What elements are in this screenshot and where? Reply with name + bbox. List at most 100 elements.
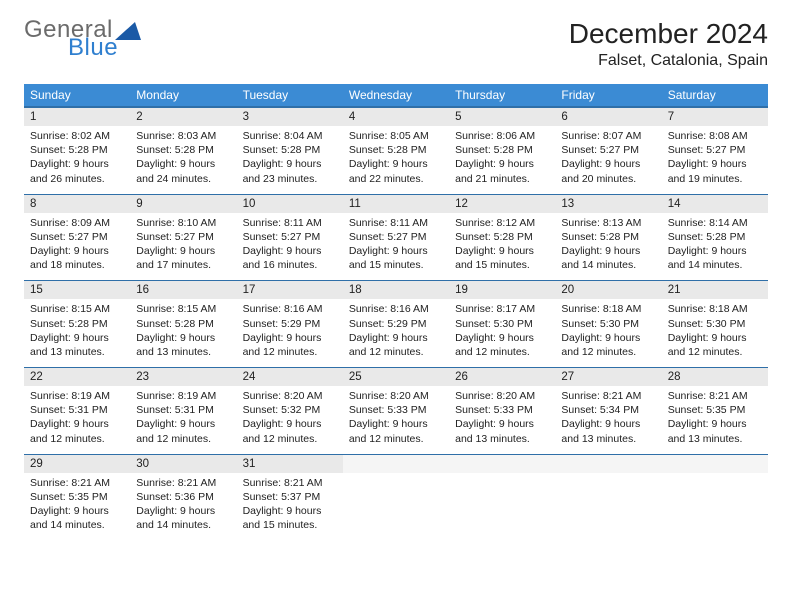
day-number-cell [662,454,768,473]
sunrise-text: Sunrise: 8:20 AM [349,389,443,403]
sunrise-text: Sunrise: 8:12 AM [455,216,549,230]
dayname-sunday: Sunday [24,84,130,107]
sunrise-text: Sunrise: 8:21 AM [30,476,124,490]
day-number-cell: 24 [237,368,343,387]
daylight-text: Daylight: 9 hours and 14 minutes. [136,504,230,532]
day-number-cell: 20 [555,281,661,300]
sunrise-text: Sunrise: 8:19 AM [136,389,230,403]
sunset-text: Sunset: 5:28 PM [561,230,655,244]
day-info-cell: Sunrise: 8:21 AMSunset: 5:35 PMDaylight:… [662,386,768,454]
sunset-text: Sunset: 5:28 PM [349,143,443,157]
day-info-cell [555,473,661,541]
sunset-text: Sunset: 5:28 PM [136,317,230,331]
day-info-cell: Sunrise: 8:15 AMSunset: 5:28 PMDaylight:… [130,299,236,367]
sunrise-text: Sunrise: 8:16 AM [349,302,443,316]
sunrise-text: Sunrise: 8:03 AM [136,129,230,143]
daylight-text: Daylight: 9 hours and 17 minutes. [136,244,230,272]
daylight-text: Daylight: 9 hours and 23 minutes. [243,157,337,185]
daylight-text: Daylight: 9 hours and 13 minutes. [30,331,124,359]
day-info-cell: Sunrise: 8:21 AMSunset: 5:35 PMDaylight:… [24,473,130,541]
day-info-cell: Sunrise: 8:06 AMSunset: 5:28 PMDaylight:… [449,126,555,194]
info-row: Sunrise: 8:09 AMSunset: 5:27 PMDaylight:… [24,213,768,281]
day-number-cell: 18 [343,281,449,300]
daylight-text: Daylight: 9 hours and 15 minutes. [455,244,549,272]
daylight-text: Daylight: 9 hours and 14 minutes. [668,244,762,272]
day-number-cell: 15 [24,281,130,300]
daynum-row: 22232425262728 [24,368,768,387]
sunrise-text: Sunrise: 8:08 AM [668,129,762,143]
sunrise-text: Sunrise: 8:20 AM [455,389,549,403]
day-info-cell: Sunrise: 8:19 AMSunset: 5:31 PMDaylight:… [24,386,130,454]
daylight-text: Daylight: 9 hours and 21 minutes. [455,157,549,185]
sunset-text: Sunset: 5:30 PM [455,317,549,331]
sunset-text: Sunset: 5:30 PM [668,317,762,331]
daylight-text: Daylight: 9 hours and 12 minutes. [349,331,443,359]
day-info-cell: Sunrise: 8:18 AMSunset: 5:30 PMDaylight:… [555,299,661,367]
sunset-text: Sunset: 5:29 PM [349,317,443,331]
daynum-row: 293031 [24,454,768,473]
sunset-text: Sunset: 5:34 PM [561,403,655,417]
day-number-cell: 6 [555,107,661,126]
sunrise-text: Sunrise: 8:16 AM [243,302,337,316]
sunset-text: Sunset: 5:33 PM [455,403,549,417]
daynum-row: 1234567 [24,107,768,126]
day-info-cell: Sunrise: 8:10 AMSunset: 5:27 PMDaylight:… [130,213,236,281]
sunrise-text: Sunrise: 8:09 AM [30,216,124,230]
day-info-cell: Sunrise: 8:05 AMSunset: 5:28 PMDaylight:… [343,126,449,194]
day-number-cell: 28 [662,368,768,387]
title-block: December 2024 Falset, Catalonia, Spain [569,18,768,70]
day-number-cell: 21 [662,281,768,300]
day-info-cell: Sunrise: 8:09 AMSunset: 5:27 PMDaylight:… [24,213,130,281]
info-row: Sunrise: 8:02 AM Sunset: 5:28 PM Daylight:… [24,126,768,194]
day-number-cell: 30 [130,454,236,473]
daylight-text: Daylight: 9 hours and 12 minutes. [349,417,443,445]
day-info-cell: Sunrise: 8:12 AMSunset: 5:28 PMDaylight:… [449,213,555,281]
daylight-text: Daylight: 9 hours and 12 minutes. [243,417,337,445]
day-number-cell: 16 [130,281,236,300]
daylight-text: Daylight: 9 hours and 12 minutes. [668,331,762,359]
daylight-text: Daylight: 9 hours and 14 minutes. [561,244,655,272]
day-info-cell: Sunrise: 8:19 AMSunset: 5:31 PMDaylight:… [130,386,236,454]
sunrise-text: Sunrise: 8:21 AM [561,389,655,403]
day-number-cell: 9 [130,194,236,213]
sunrise-text: Sunrise: 8:18 AM [561,302,655,316]
day-info-cell: Sunrise: 8:21 AMSunset: 5:36 PMDaylight:… [130,473,236,541]
sunrise-text: Sunrise: 8:06 AM [455,129,549,143]
day-info-cell: Sunrise: 8:14 AMSunset: 5:28 PMDaylight:… [662,213,768,281]
sunrise-text: Sunrise: 8:02 AM [30,129,124,143]
logo-text-blue: Blue [68,36,141,60]
sunset-text: Sunset: 5:28 PM [668,230,762,244]
day-number-cell: 8 [24,194,130,213]
daylight-text: Daylight: 9 hours and 13 minutes. [455,417,549,445]
day-info-cell: Sunrise: 8:02 AMSunset: 5:28 PMDaylight:… [24,126,130,194]
daylight-text: Daylight: 9 hours and 15 minutes. [349,244,443,272]
daylight-text: Daylight: 9 hours and 18 minutes. [30,244,124,272]
dayname-thursday: Thursday [449,84,555,107]
daylight-text: Daylight: 9 hours and 16 minutes. [243,244,337,272]
daylight-text: Daylight: 9 hours and 13 minutes. [668,417,762,445]
sunrise-text: Sunrise: 8:18 AM [668,302,762,316]
day-info-cell: Sunrise: 8:11 AMSunset: 5:27 PMDaylight:… [237,213,343,281]
sunset-text: Sunset: 5:30 PM [561,317,655,331]
day-number-cell: 7 [662,107,768,126]
sunset-text: Sunset: 5:27 PM [136,230,230,244]
day-info-cell: Sunrise: 8:03 AMSunset: 5:28 PMDaylight:… [130,126,236,194]
daylight-text: Daylight: 9 hours and 12 minutes. [30,417,124,445]
daylight-text: Daylight: 9 hours and 13 minutes. [136,331,230,359]
daylight-text: Daylight: 9 hours and 24 minutes. [136,157,230,185]
day-number-cell: 4 [343,107,449,126]
sunrise-text: Sunrise: 8:15 AM [136,302,230,316]
day-number-cell: 2 [130,107,236,126]
day-number-cell [555,454,661,473]
sunset-text: Sunset: 5:31 PM [30,403,124,417]
sunrise-text: Sunrise: 8:21 AM [243,476,337,490]
day-info-cell: Sunrise: 8:18 AMSunset: 5:30 PMDaylight:… [662,299,768,367]
dayname-friday: Friday [555,84,661,107]
day-info-cell: Sunrise: 8:04 AMSunset: 5:28 PMDaylight:… [237,126,343,194]
day-info-cell: Sunrise: 8:20 AMSunset: 5:33 PMDaylight:… [449,386,555,454]
sunrise-text: Sunrise: 8:14 AM [668,216,762,230]
daylight-text: Daylight: 9 hours and 14 minutes. [30,504,124,532]
day-number-cell: 29 [24,454,130,473]
day-info-cell: Sunrise: 8:13 AMSunset: 5:28 PMDaylight:… [555,213,661,281]
location: Falset, Catalonia, Spain [569,52,768,70]
